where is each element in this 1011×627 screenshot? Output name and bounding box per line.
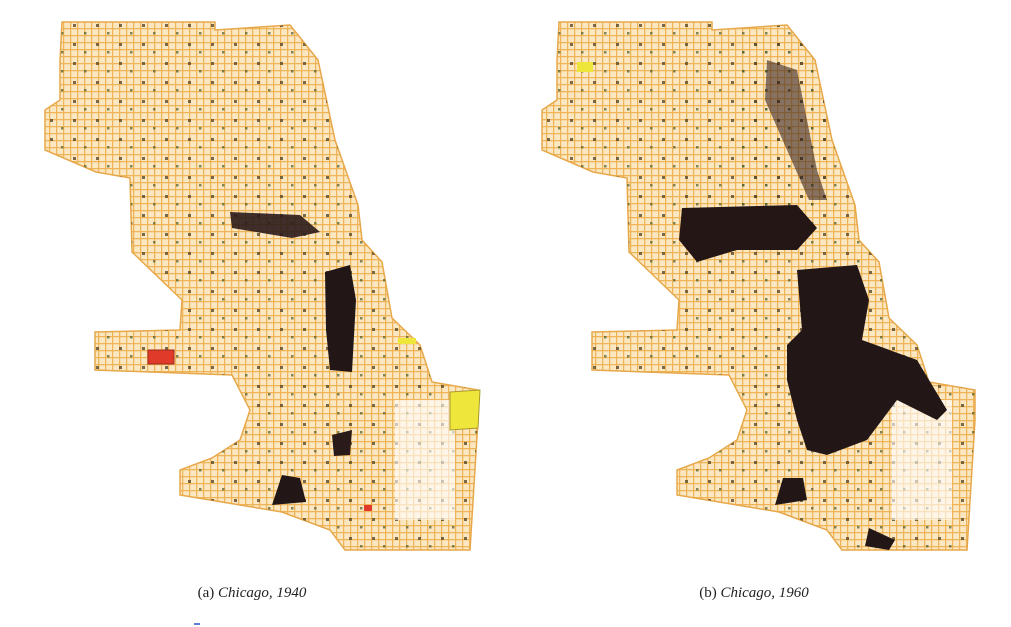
caption-text: Chicago, 1940 bbox=[218, 585, 307, 601]
caption-label: (a) bbox=[198, 585, 215, 601]
caption-a: (a) Chicago, 1940 bbox=[198, 585, 307, 601]
caption-text: Chicago, 1960 bbox=[720, 585, 809, 601]
caption-b: (b) Chicago, 1960 bbox=[699, 585, 809, 601]
map-1960 bbox=[541, 21, 976, 551]
map-1940 bbox=[44, 21, 481, 551]
caption-label: (b) bbox=[699, 585, 717, 601]
